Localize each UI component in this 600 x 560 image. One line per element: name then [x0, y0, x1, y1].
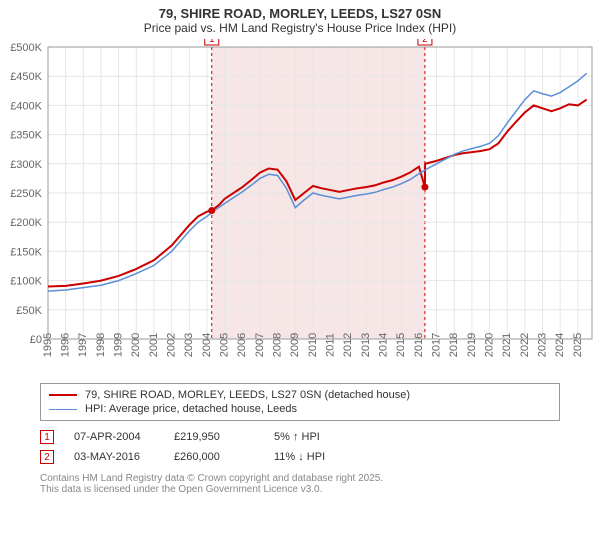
svg-text:£400K: £400K — [10, 100, 42, 112]
svg-text:£50K: £50K — [16, 305, 42, 317]
svg-text:2018: 2018 — [448, 333, 460, 357]
svg-text:1996: 1996 — [60, 333, 72, 357]
chart-header: 79, SHIRE ROAD, MORLEY, LEEDS, LS27 0SN … — [0, 0, 600, 39]
transaction-marker-dot — [421, 184, 428, 191]
legend-swatch — [49, 394, 77, 396]
svg-text:2020: 2020 — [483, 333, 495, 357]
svg-text:£150K: £150K — [10, 246, 42, 258]
transaction-date: 03-MAY-2016 — [74, 451, 154, 463]
svg-text:1999: 1999 — [113, 333, 125, 357]
svg-text:2019: 2019 — [466, 333, 478, 357]
svg-text:2009: 2009 — [289, 333, 301, 357]
svg-text:2017: 2017 — [430, 333, 442, 357]
svg-text:2022: 2022 — [519, 333, 531, 357]
legend-label: 79, SHIRE ROAD, MORLEY, LEEDS, LS27 0SN … — [85, 389, 410, 401]
svg-text:2002: 2002 — [166, 333, 178, 357]
legend-item: HPI: Average price, detached house, Leed… — [49, 402, 551, 416]
svg-text:2012: 2012 — [342, 333, 354, 357]
attribution: Contains HM Land Registry data © Crown c… — [40, 473, 560, 495]
svg-text:2004: 2004 — [201, 333, 213, 357]
svg-text:£500K: £500K — [10, 42, 42, 54]
chart-subtitle: Price paid vs. HM Land Registry's House … — [0, 21, 600, 35]
line-chart: £0 £50K £100K £150K £200K £250K £300K £350K £400… — [0, 39, 600, 379]
svg-text:£350K: £350K — [10, 130, 42, 142]
svg-text:2021: 2021 — [501, 333, 513, 357]
transaction-row: 2 03-MAY-2016 £260,000 11% ↓ HPI — [40, 447, 560, 467]
svg-text:2000: 2000 — [130, 333, 142, 357]
svg-text:2015: 2015 — [395, 333, 407, 357]
svg-text:2010: 2010 — [307, 333, 319, 357]
attribution-line: This data is licensed under the Open Gov… — [40, 484, 560, 495]
legend: 79, SHIRE ROAD, MORLEY, LEEDS, LS27 0SN … — [40, 383, 560, 421]
svg-text:£300K: £300K — [10, 159, 42, 171]
svg-text:2025: 2025 — [572, 333, 584, 357]
svg-text:£100K: £100K — [10, 276, 42, 288]
svg-text:2014: 2014 — [377, 333, 389, 357]
transactions-table: 1 07-APR-2004 £219,950 5% ↑ HPI 2 03-MAY-2016… — [40, 427, 560, 467]
attribution-line: Contains HM Land Registry data © Crown c… — [40, 473, 560, 484]
transaction-marker-label: 1 — [209, 39, 215, 45]
chart-container: £0 £50K £100K £150K £200K £250K £300K £350K £400… — [0, 39, 600, 379]
svg-text:2006: 2006 — [236, 333, 248, 357]
svg-text:2011: 2011 — [325, 333, 337, 357]
svg-text:£250K: £250K — [10, 188, 42, 200]
chart-title: 79, SHIRE ROAD, MORLEY, LEEDS, LS27 0SN — [0, 6, 600, 21]
svg-text:2023: 2023 — [536, 333, 548, 357]
transaction-price: £219,950 — [174, 431, 254, 443]
transaction-delta: 5% ↑ HPI — [274, 431, 354, 443]
svg-text:2003: 2003 — [183, 333, 195, 357]
svg-text:£0: £0 — [30, 334, 42, 346]
legend-label: HPI: Average price, detached house, Leed… — [85, 403, 297, 415]
legend-item: 79, SHIRE ROAD, MORLEY, LEEDS, LS27 0SN … — [49, 388, 551, 402]
svg-text:2007: 2007 — [254, 333, 266, 357]
svg-text:1997: 1997 — [77, 333, 89, 357]
transaction-marker-ref: 1 — [40, 430, 54, 444]
svg-text:£200K: £200K — [10, 217, 42, 229]
legend-swatch — [49, 409, 77, 410]
svg-text:2001: 2001 — [148, 333, 160, 357]
transaction-price: £260,000 — [174, 451, 254, 463]
transaction-row: 1 07-APR-2004 £219,950 5% ↑ HPI — [40, 427, 560, 447]
svg-text:1998: 1998 — [95, 333, 107, 357]
transaction-marker-dot — [208, 207, 215, 214]
transaction-marker-ref: 2 — [40, 450, 54, 464]
svg-text:£450K: £450K — [10, 71, 42, 83]
transaction-marker-label: 2 — [422, 39, 428, 45]
transaction-delta: 11% ↓ HPI — [274, 451, 354, 463]
transaction-date: 07-APR-2004 — [74, 431, 154, 443]
svg-text:2024: 2024 — [554, 333, 566, 357]
svg-text:2008: 2008 — [272, 333, 284, 357]
svg-text:2013: 2013 — [360, 333, 372, 357]
svg-text:2016: 2016 — [413, 333, 425, 357]
svg-text:2005: 2005 — [219, 333, 231, 357]
